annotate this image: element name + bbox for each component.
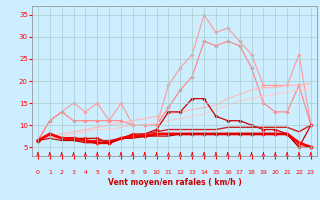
X-axis label: Vent moyen/en rafales ( km/h ): Vent moyen/en rafales ( km/h ) [108, 178, 241, 187]
